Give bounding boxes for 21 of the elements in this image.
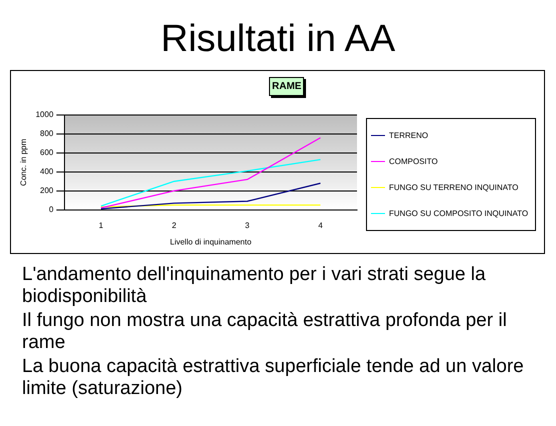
y-axis-title: Conc. in ppm (19, 138, 28, 186)
x-tick-label: 1 (98, 220, 104, 230)
legend-label: COMPOSITO (389, 157, 438, 166)
chart-subtitle: RAME (269, 77, 304, 96)
x-axis-title: Livello di inquinamento (170, 237, 252, 246)
x-tick-label: 3 (245, 220, 250, 230)
y-tick-label: 0 (48, 205, 54, 214)
y-tick-label: 800 (40, 129, 54, 138)
text: L'andamento dell'inquinamento per i vari strati segue la biodisponibilità (22, 264, 487, 308)
text: La buona capacità estrattiva superficiale tende ad un valore limite (saturazione) (22, 356, 525, 400)
chart-title: Risultati in AA (160, 18, 396, 61)
y-tick-label: 1000 (36, 110, 54, 120)
y-tick-label: 600 (40, 148, 54, 158)
x-tick-label: 2 (172, 220, 177, 230)
x-tick-label: 4 (318, 220, 324, 230)
y-tick-label: 200 (40, 186, 54, 196)
legend-label: FUNGO SU TERRENO INQUINATO (389, 182, 518, 192)
y-tick-label: 400 (40, 167, 54, 176)
legend-label: FUNGO SU COMPOSITO INQUINATO (389, 208, 528, 218)
text: Il fungo non mostra una capacità estrattiva profonda per il rame (22, 310, 508, 354)
legend-label: TERRENO (389, 131, 428, 140)
